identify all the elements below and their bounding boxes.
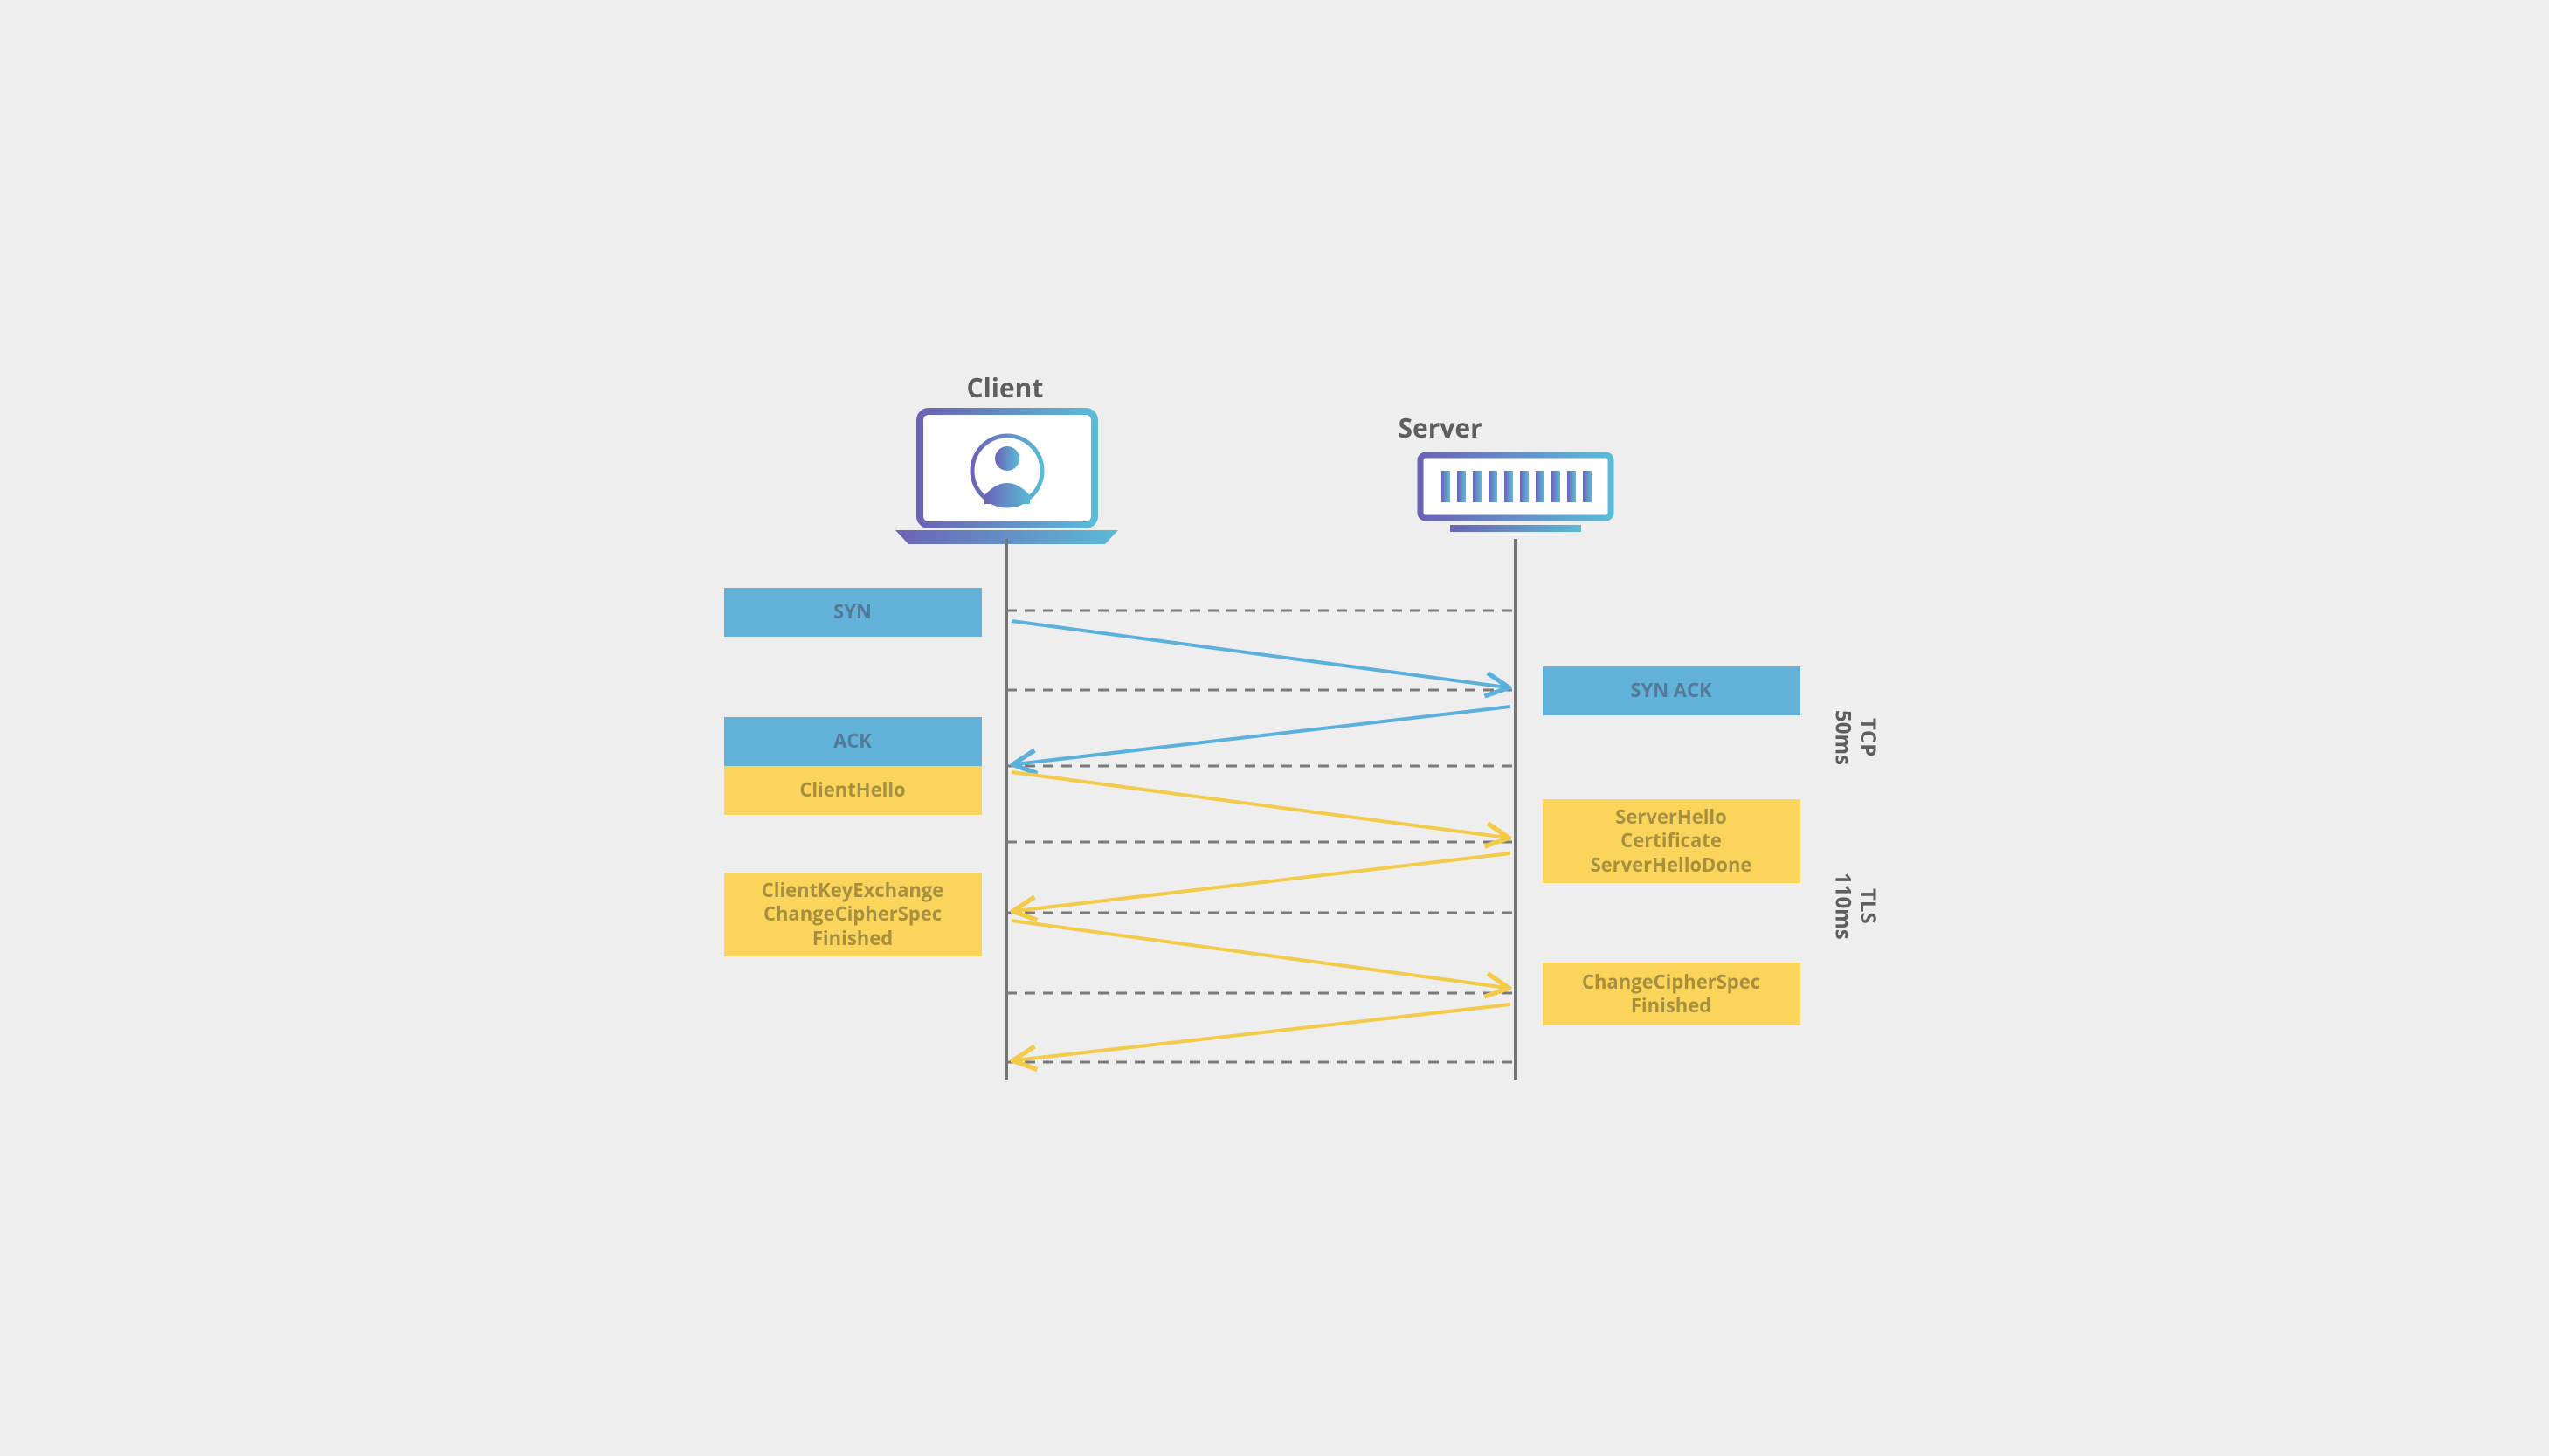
side-label-line: 50ms	[1828, 710, 1857, 765]
laptop-user-icon	[887, 408, 1127, 548]
message-line: ChangeCipherSpec	[763, 902, 942, 927]
client-lifeline	[1005, 539, 1008, 1080]
message-line: ServerHelloDone	[1591, 853, 1752, 878]
message-line: Finished	[812, 927, 893, 951]
message-line: ServerHello	[1615, 805, 1727, 830]
message-line: Certificate	[1620, 829, 1722, 853]
client-title: Client	[967, 369, 1044, 405]
server-message-box: ChangeCipherSpecFinished	[1543, 963, 1800, 1025]
message-line: SYN	[833, 600, 872, 624]
side-label-line: 110ms	[1828, 873, 1857, 940]
server-message-box: SYN ACK	[1543, 666, 1800, 715]
client-message-box: SYN	[724, 588, 982, 637]
message-line: ClientKeyExchange	[762, 879, 944, 903]
message-line: SYN ACK	[1630, 679, 1711, 703]
phase-side-label: TCP50ms	[1830, 710, 1881, 765]
server-rack-icon	[1415, 450, 1616, 537]
client-message-box: ClientKeyExchangeChangeCipherSpecFinishe…	[724, 873, 982, 956]
server-lifeline	[1514, 539, 1517, 1080]
message-line: Finished	[1631, 994, 1711, 1018]
client-message-box: ClientHello	[724, 766, 982, 815]
handshake-sequence-diagram: Client Server	[638, 364, 1912, 1092]
server-message-box: ServerHelloCertificateServerHelloDone	[1543, 799, 1800, 883]
message-line: ChangeCipherSpec	[1582, 970, 1760, 995]
side-label-line: TLS	[1854, 888, 1882, 924]
phase-side-label: TLS110ms	[1830, 873, 1881, 940]
client-message-box: ACK	[724, 717, 982, 766]
server-title: Server	[1399, 410, 1482, 445]
message-line: ClientHello	[799, 778, 905, 803]
message-line: ACK	[833, 729, 872, 754]
side-label-line: TCP	[1854, 718, 1882, 756]
